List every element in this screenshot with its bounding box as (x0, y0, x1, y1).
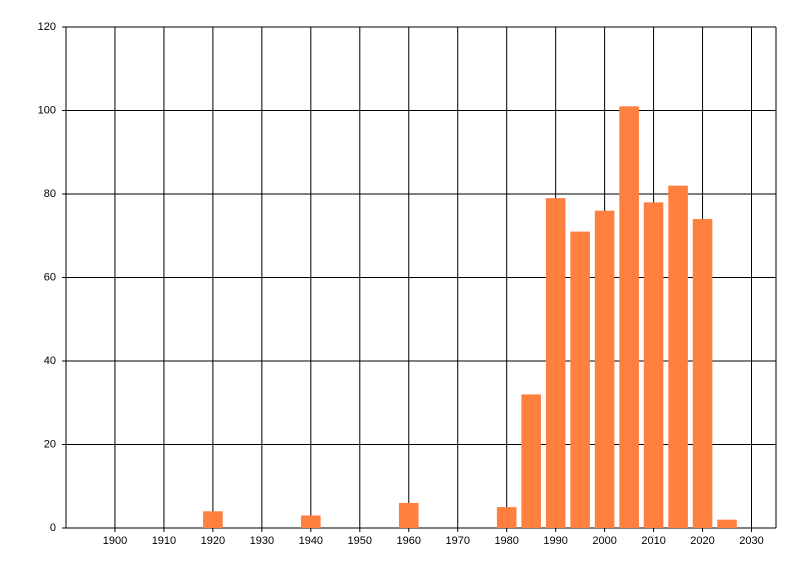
bar (668, 185, 688, 528)
x-tick-label: 1910 (152, 535, 176, 547)
bar (301, 515, 321, 528)
bar (521, 394, 541, 528)
x-tick-label: 1970 (445, 535, 469, 547)
bar (398, 502, 419, 528)
x-tick-label: 2010 (641, 535, 665, 547)
y-tick-label: 120 (38, 21, 56, 33)
bar (717, 519, 737, 528)
bar (619, 106, 639, 528)
x-tick-label: 1900 (103, 535, 127, 547)
x-tick-label: 1990 (543, 535, 567, 547)
x-tick-label: 1950 (348, 535, 372, 547)
bar (203, 511, 223, 528)
y-tick-label: 100 (38, 104, 56, 116)
x-tick-label: 2000 (592, 535, 616, 547)
bar (570, 231, 590, 528)
y-tick-label: 80 (44, 188, 56, 200)
bar (496, 507, 517, 528)
x-tick-label: 2030 (739, 535, 763, 547)
y-tick-label: 60 (44, 271, 56, 283)
bar (545, 198, 566, 529)
bar (594, 210, 615, 528)
x-tick-label: 2020 (690, 535, 714, 547)
x-tick-label: 1920 (201, 535, 225, 547)
bar (643, 202, 664, 528)
bar (692, 219, 713, 529)
x-tick-label: 1960 (397, 535, 421, 547)
x-tick-label: 1940 (299, 535, 323, 547)
x-tick-label: 1980 (494, 535, 518, 547)
y-tick-label: 0 (50, 522, 56, 534)
y-tick-label: 20 (44, 438, 56, 450)
y-tick-label: 40 (44, 355, 56, 367)
x-tick-label: 1930 (250, 535, 274, 547)
